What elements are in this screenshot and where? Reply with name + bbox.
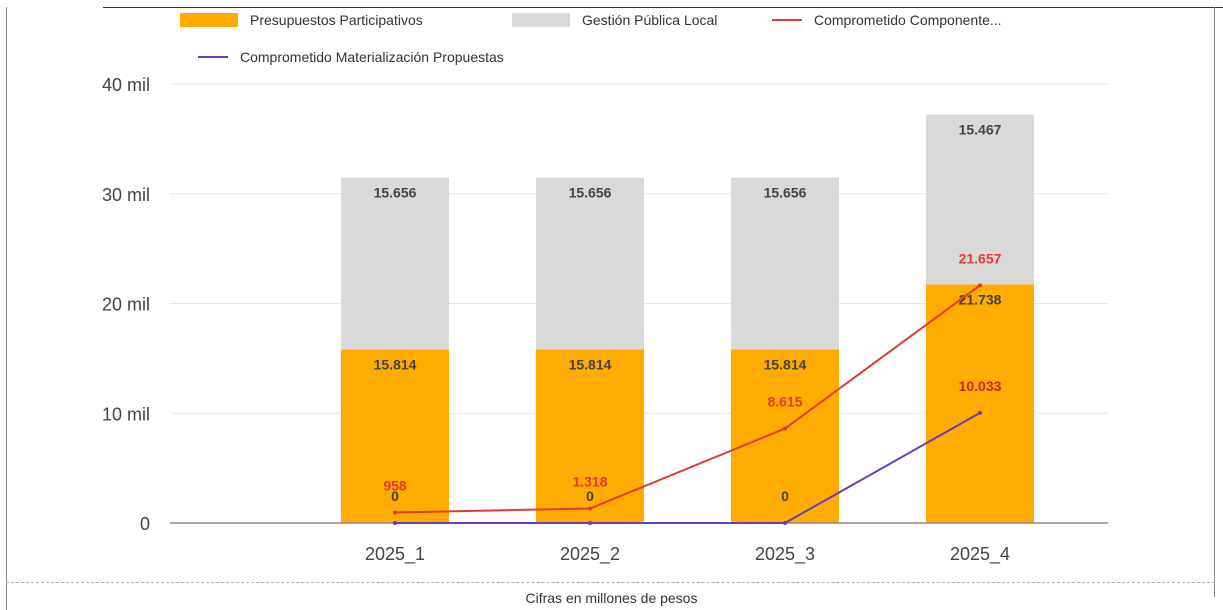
data-label-materializacion: 10.033 [959, 378, 1002, 394]
line-comprometido-componente-point [588, 506, 592, 511]
data-label-materializacion: 0 [781, 488, 789, 504]
x-tick-label: 2025_1 [365, 544, 425, 565]
line-comprometido-materializacion-point [588, 521, 592, 525]
data-label-presupuestos: 15.814 [764, 356, 807, 372]
legend-line-comprometido-componente [772, 19, 802, 21]
y-tick-label: 20 mil [102, 295, 150, 315]
chart-plot: 0 10 mil 20 mil 30 mil 40 mil 15.814 15.656 202… [102, 75, 1108, 565]
legend-line-comprometido-materializacion [198, 56, 228, 58]
legend-item-comprometido-componente[interactable]: Comprometido Componente... [772, 12, 1002, 28]
data-label-materializacion: 0 [586, 488, 594, 504]
line-comprometido-componente-point [393, 510, 397, 515]
legend-label-comprometido-materializacion: Comprometido Materialización Propuestas [240, 49, 504, 65]
line-comprometido-componente-point [783, 426, 787, 431]
data-label-materializacion: 0 [391, 488, 399, 504]
line-comprometido-materializacion [395, 412, 981, 524]
legend-swatch-gestion [512, 13, 570, 27]
legend-item-presupuestos[interactable]: Presupuestos Participativos [180, 12, 423, 28]
line-comprometido-componente-point [978, 283, 982, 288]
line-comprometido-materializacion-point [783, 521, 787, 525]
top-border-line [103, 7, 1223, 8]
y-tick-label: 40 mil [102, 75, 150, 95]
data-label-componente: 958 [383, 477, 407, 493]
data-label-gestion: 15.656 [569, 185, 612, 201]
line-comprometido-componente [394, 284, 981, 514]
data-label-presupuestos: 15.814 [569, 356, 612, 372]
caption-divider [6, 582, 1215, 583]
y-tick-label: 30 mil [102, 185, 150, 205]
data-label-gestion: 15.656 [764, 185, 807, 201]
x-tick-label: 2025_4 [950, 544, 1010, 565]
legend-item-gestion[interactable]: Gestión Pública Local [512, 12, 717, 28]
y-tick-label: 10 mil [102, 404, 150, 424]
left-border [6, 7, 7, 610]
data-label-presupuestos: 21.738 [959, 291, 1002, 307]
legend-swatch-presupuestos [180, 13, 238, 27]
legend-item-comprometido-materializacion[interactable]: Comprometido Materialización Propuestas [198, 49, 504, 65]
legend-label-presupuestos: Presupuestos Participativos [250, 12, 423, 28]
data-label-componente: 21.657 [959, 250, 1002, 266]
line-comprometido-materializacion-point [393, 521, 397, 525]
legend-label-comprometido-componente: Comprometido Componente... [814, 12, 1002, 28]
data-label-gestion: 15.467 [959, 122, 1002, 138]
bar-presupuestos [926, 284, 1034, 523]
y-tick-label: 0 [140, 514, 150, 534]
chart-caption: Cifras en millones de pesos [525, 590, 698, 606]
data-label-presupuestos: 15.814 [374, 356, 417, 372]
chart-legend: Presupuestos Participativos Gestión Públ… [0, 0, 1223, 80]
bar-gestion [731, 177, 839, 350]
bar-presupuestos [341, 349, 449, 523]
legend-label-gestion: Gestión Pública Local [582, 12, 718, 28]
data-label-componente: 1.318 [572, 474, 607, 490]
x-tick-label: 2025_3 [755, 544, 815, 565]
x-tick-label: 2025_2 [560, 544, 620, 565]
bar-presupuestos [731, 349, 839, 523]
data-label-componente: 8.615 [767, 393, 802, 409]
bar-gestion [341, 177, 449, 350]
right-border [1214, 7, 1215, 597]
bar-gestion [536, 177, 644, 350]
data-label-gestion: 15.656 [374, 185, 417, 201]
bar-gestion [926, 114, 1034, 285]
line-comprometido-materializacion-point [978, 410, 982, 415]
